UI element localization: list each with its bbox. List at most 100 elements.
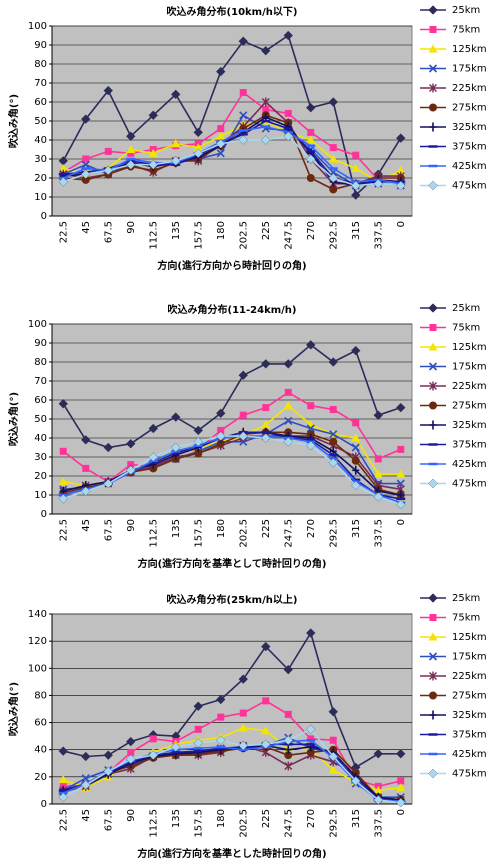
marker [428, 593, 438, 603]
marker [103, 85, 113, 96]
x-tick-label: 157.5 [193, 221, 204, 250]
y-axis-label: 吹込み角(°) [7, 392, 20, 446]
marker [396, 402, 406, 413]
x-tick-label: 112.5 [148, 519, 159, 548]
legend-label: 375km [452, 142, 487, 153]
marker [428, 652, 438, 661]
x-tick-label: 0 [396, 221, 407, 227]
marker [397, 777, 405, 785]
marker [328, 457, 338, 468]
marker [126, 438, 136, 449]
marker [429, 614, 437, 621]
marker [307, 735, 315, 743]
marker [306, 174, 315, 182]
x-tick-label: 270 [306, 809, 317, 828]
y-tick-label: 20 [34, 173, 47, 184]
marker [396, 165, 406, 174]
x-tick-label: 157.5 [193, 519, 204, 548]
marker [284, 416, 293, 425]
marker [428, 342, 438, 351]
marker [428, 303, 438, 313]
marker [59, 447, 67, 455]
marker [352, 465, 360, 475]
legend-label: 375km [452, 730, 487, 741]
y-axis-label: 吹込み角(°) [7, 682, 20, 736]
legend-label: 225km [452, 671, 487, 682]
marker [261, 45, 271, 56]
chart-title: 吹込み角分布(10km/h以下) [167, 5, 298, 18]
marker [374, 455, 382, 463]
marker [373, 178, 383, 189]
marker [171, 156, 181, 166]
y-tick-label: 80 [34, 690, 47, 701]
marker [126, 131, 136, 141]
series-line [62, 135, 401, 187]
marker [351, 776, 361, 786]
marker [58, 494, 68, 504]
marker [328, 154, 338, 163]
marker [58, 164, 68, 172]
legend-label: 275km [452, 401, 487, 412]
marker [329, 144, 337, 152]
marker [126, 145, 136, 153]
y-tick-label: 20 [34, 772, 47, 783]
marker [216, 139, 226, 149]
marker [193, 148, 203, 159]
x-tick-label: 337.5 [373, 519, 384, 548]
x-tick-label: 292.5 [328, 519, 339, 548]
marker [262, 106, 270, 114]
marker [373, 795, 383, 805]
marker [328, 765, 338, 774]
y-tick-label: 120 [28, 636, 47, 647]
legend-label: 125km [452, 342, 487, 353]
marker [373, 492, 383, 502]
x-tick-label: 247.5 [283, 809, 294, 838]
marker [429, 324, 437, 331]
marker [149, 735, 157, 743]
series-line [63, 631, 401, 769]
marker [306, 440, 316, 451]
marker [283, 664, 293, 675]
marker [148, 423, 158, 434]
marker [307, 402, 315, 410]
x-tick-label: 337.5 [373, 221, 384, 250]
marker [193, 701, 203, 711]
marker [306, 424, 315, 433]
x-tick-label: 315 [351, 221, 362, 240]
marker [396, 499, 406, 510]
marker [238, 740, 248, 751]
marker [306, 724, 316, 735]
marker [216, 735, 226, 745]
marker [283, 30, 293, 41]
marker [328, 357, 338, 367]
marker [351, 456, 360, 465]
marker [306, 340, 316, 350]
marker [217, 125, 225, 133]
series-line [62, 125, 401, 185]
marker [396, 133, 406, 143]
marker [429, 691, 437, 700]
y-tick-label: 100 [28, 663, 47, 674]
marker [307, 128, 315, 136]
legend-label: 75km [452, 323, 480, 334]
marker [238, 723, 248, 732]
marker [329, 437, 338, 446]
marker [396, 180, 406, 191]
marker [351, 164, 361, 172]
marker [373, 410, 383, 420]
x-tick-label: 22.5 [58, 519, 69, 541]
marker [193, 437, 203, 447]
marker [396, 469, 406, 478]
marker [171, 412, 181, 422]
legend-label: 75km [452, 613, 480, 624]
marker [58, 775, 68, 784]
legend-label: 25km [452, 303, 480, 314]
series-line [63, 435, 402, 504]
legend-label: 325km [452, 122, 487, 133]
series-line [63, 114, 401, 191]
marker [373, 749, 383, 759]
x-tick-label: 202.5 [238, 221, 249, 250]
marker [171, 89, 181, 100]
marker [261, 359, 271, 369]
marker [284, 109, 292, 117]
